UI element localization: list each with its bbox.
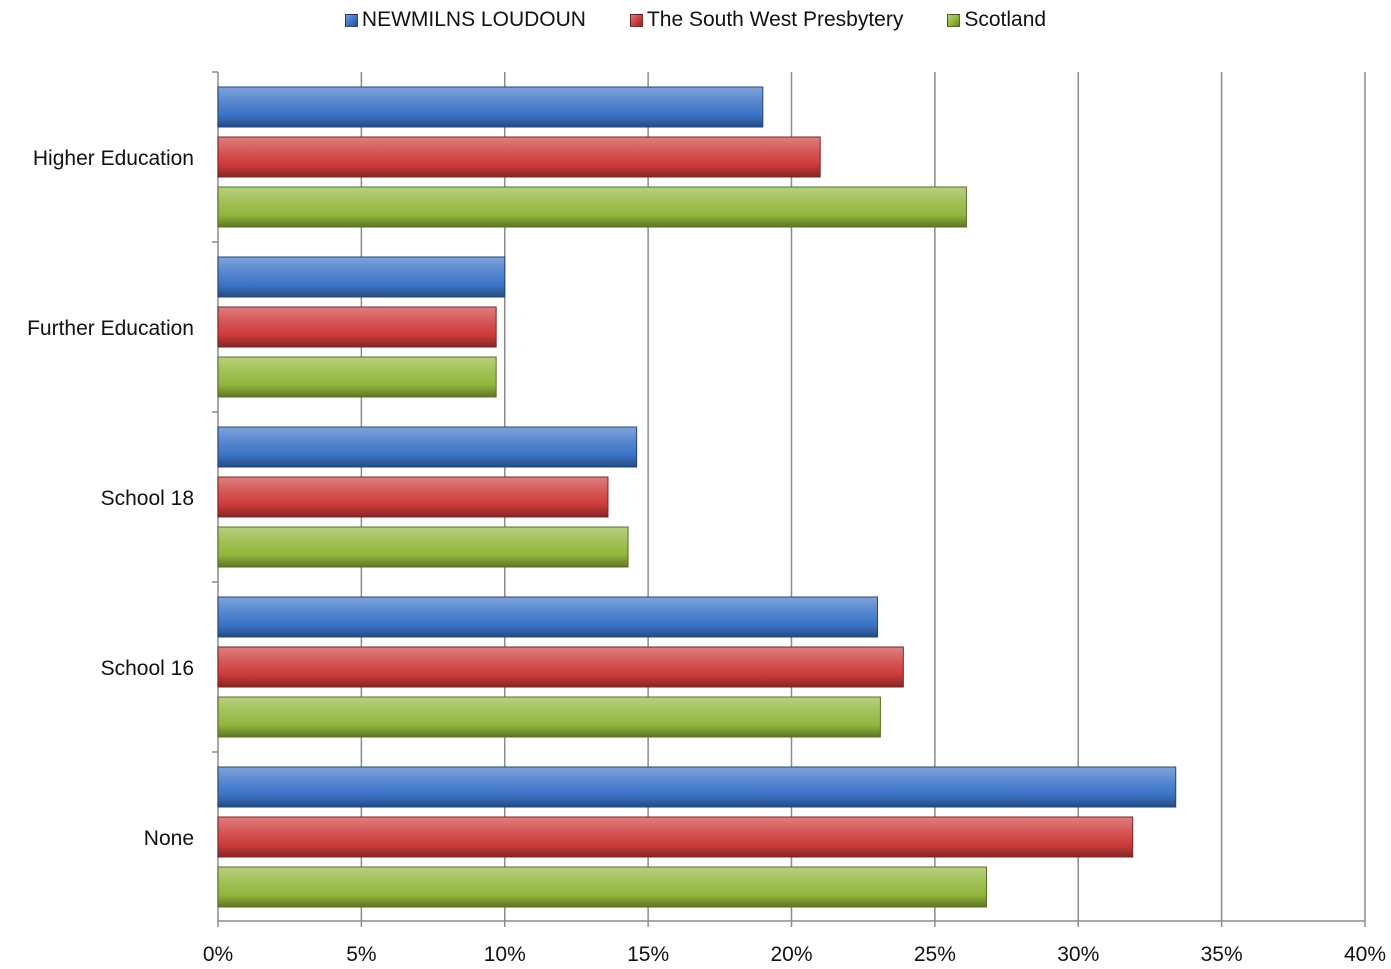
- bar: [217, 186, 967, 228]
- legend-item: NEWMILNS LOUDOUN: [344, 8, 586, 32]
- x-tick-label: 0%: [203, 943, 233, 964]
- bar: [217, 696, 881, 738]
- x-tick-label: 35%: [1201, 943, 1243, 964]
- bar: [217, 646, 904, 688]
- legend-swatch: [629, 13, 643, 27]
- bar: [217, 86, 764, 128]
- bar: [217, 136, 821, 178]
- legend-label: The South West Presbytery: [646, 8, 904, 31]
- legend-label: Scotland: [964, 8, 1047, 31]
- bar: [217, 256, 506, 298]
- x-tick-label: 15%: [627, 943, 669, 964]
- bar: [217, 426, 638, 468]
- bar: [217, 526, 629, 568]
- bar: [217, 356, 497, 398]
- legend-swatch: [344, 13, 358, 27]
- bar: [217, 766, 1177, 808]
- y-tick-label: Higher Education: [33, 147, 194, 170]
- y-tick-label: Further Education: [27, 317, 194, 340]
- bar: [217, 306, 497, 348]
- legend-label: NEWMILNS LOUDOUN: [361, 8, 586, 31]
- bar: [217, 596, 879, 638]
- x-tick-label: 40%: [1344, 943, 1386, 964]
- bar: [217, 866, 987, 908]
- legend-item: Scotland: [947, 8, 1046, 32]
- bar: [217, 816, 1134, 858]
- y-tick-label: School 16: [101, 657, 194, 680]
- legend-swatch: [947, 13, 961, 27]
- y-tick-label: None: [144, 827, 194, 850]
- legend-item: The South West Presbytery: [629, 8, 904, 32]
- x-tick-label: 25%: [914, 943, 956, 964]
- bar: [217, 476, 609, 518]
- x-tick-label: 5%: [346, 943, 376, 964]
- x-tick-label: 10%: [484, 943, 526, 964]
- legend: NEWMILNS LOUDOUN The South West Presbyter…: [0, 8, 1391, 32]
- x-tick-label: 30%: [1057, 943, 1099, 964]
- x-tick-label: 20%: [770, 943, 812, 964]
- y-tick-label: School 18: [101, 487, 194, 510]
